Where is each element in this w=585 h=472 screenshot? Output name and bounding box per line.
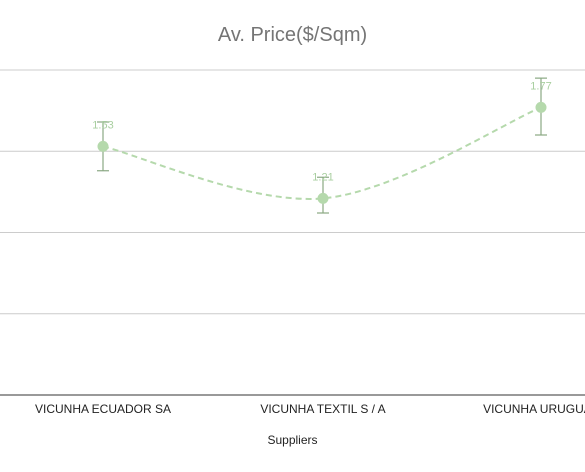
data-point [317, 192, 329, 204]
chart-title: Av. Price($/Sqm) [217, 24, 368, 46]
series-line [102, 106, 542, 200]
x-axis-title: Suppliers [267, 433, 318, 447]
x-tick-label: VICUNHA ECUADOR SA [35, 402, 171, 416]
data-point [535, 101, 547, 113]
data-point [97, 140, 109, 152]
x-tick-label: VICUNHA TEXTIL S / A [260, 402, 385, 416]
data-label: 1.53 [92, 119, 113, 131]
x-tick-label: VICUNHA URUGUAY [483, 402, 585, 416]
data-label: 1.21 [312, 171, 333, 183]
data-label: 1.77 [530, 80, 551, 92]
